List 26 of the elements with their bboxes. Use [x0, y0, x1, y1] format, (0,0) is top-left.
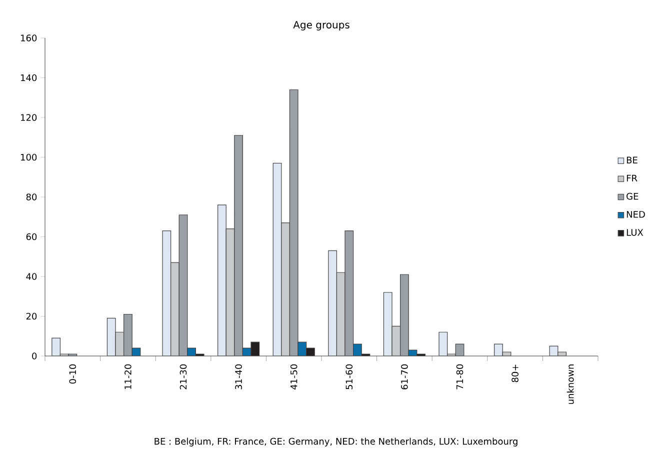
y-tick-label: 100	[21, 154, 37, 161]
y-tick-label: 60	[26, 233, 37, 240]
legend-label: NED	[626, 211, 645, 218]
y-tick-label: 0	[32, 352, 37, 360]
legend-label: FR	[626, 174, 638, 182]
x-tick-label: 21-30	[180, 364, 187, 390]
x-tick-label: 41-50	[290, 364, 298, 390]
chart-title: Age groups	[293, 21, 350, 30]
x-tick-label: 0-10	[69, 364, 76, 384]
legend-label: LUX	[626, 229, 644, 236]
text: BE : Belgium, FR: France, GE: Germany, NED: the Netherlands, LUX: Luxembourg	[154, 438, 518, 446]
x-tick-label: 80+	[512, 364, 518, 382]
y-tick-label: 160	[21, 34, 37, 42]
y-tick-label: 140	[21, 74, 37, 82]
y-tick-label: 120	[21, 114, 37, 121]
x-tick-label: 51-60	[346, 364, 353, 390]
x-tick-label: unknown	[566, 364, 574, 404]
y-tick-label: 40	[26, 273, 37, 280]
y-tick-label: 20	[26, 312, 37, 320]
x-tick-label: 11-20	[124, 364, 132, 389]
y-tick-label: 80	[26, 194, 37, 200]
x-tick-label: 71-80	[456, 364, 464, 390]
x-tick-label: 31-40	[235, 364, 242, 390]
legend-label: BE	[626, 156, 638, 164]
legend-label: GE	[626, 192, 638, 200]
x-tick-label: 61-70	[401, 364, 408, 390]
